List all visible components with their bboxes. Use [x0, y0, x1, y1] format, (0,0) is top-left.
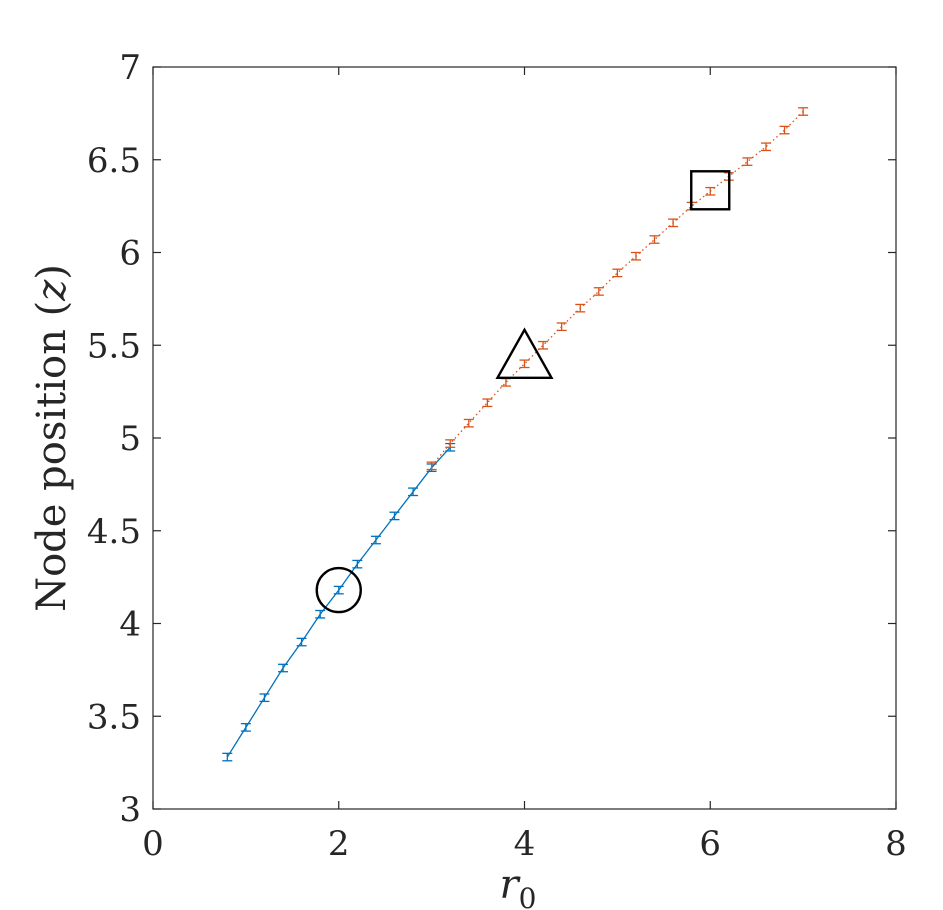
series-1-errorbar [222, 752, 233, 762]
y-axis-label-close: ) [29, 264, 75, 280]
series-2-errorbar [760, 142, 771, 152]
y-axis-label: Node position (z) [29, 264, 75, 612]
y-tick-label: 4.5 [87, 512, 141, 552]
y-tick-label: 7 [119, 48, 141, 88]
y-tick-label: 3.5 [87, 697, 141, 737]
series-2-errorbar [798, 107, 809, 116]
square-marker [690, 170, 731, 211]
series-2-errorbar [612, 268, 623, 278]
series-2-errorbar [426, 461, 437, 471]
y-tick-label: 4 [119, 605, 141, 645]
series-2-errorbar [649, 235, 660, 244]
series-2-errorbar [519, 359, 530, 369]
series-2-errorbar [593, 287, 604, 296]
y-axis-label-var: z [29, 279, 75, 302]
y-tick-label: 3 [119, 790, 141, 830]
marks-layer [222, 107, 809, 762]
x-tick-label: 4 [514, 824, 536, 864]
annotations-layer [315, 170, 731, 614]
series-1-errorbar [259, 693, 270, 703]
x-tick-label: 0 [142, 824, 164, 864]
series-1-errorbar [296, 637, 307, 647]
plot-background [153, 67, 896, 809]
triangle-marker [495, 327, 554, 379]
ticks-layer: 0 2 4 6 8 3 3.5 4 4.5 5 5.5 6 6.5 7 [87, 48, 907, 864]
x-axis-label-var: r [500, 862, 522, 908]
y-tick-label: 6.5 [87, 141, 141, 181]
series-1-errorbar [370, 535, 381, 545]
y-tick-label: 6 [119, 234, 141, 274]
series-1-errorbar [352, 559, 363, 569]
series-1-errorbar [315, 609, 326, 619]
x-tick-label: 6 [699, 824, 721, 864]
series-2-errorbar [779, 125, 790, 135]
series-2-errorbar [742, 157, 753, 166]
series-1-errorbar [278, 663, 289, 673]
x-tick-label: 8 [885, 824, 907, 864]
y-axis-label-main: Node position ( [29, 301, 75, 612]
series-2-errorbar [668, 218, 679, 228]
series-2-errorbar [630, 251, 641, 261]
x-tick-label: 2 [328, 824, 350, 864]
series-2-errorbar [445, 439, 456, 448]
series-1-errorbar [333, 585, 344, 595]
x-axis-label: r0 [500, 862, 537, 910]
y-tick-label: 5.5 [87, 326, 141, 366]
series-2-errorbar [575, 303, 586, 313]
circle-marker [315, 566, 362, 614]
y-tick-label: 5 [119, 419, 141, 459]
series-2-errorbar [482, 398, 493, 408]
series-1-errorbar [389, 511, 400, 521]
series-1-errorbar [408, 487, 419, 497]
series-2-errorbar [556, 322, 567, 332]
series-2-errorbar [463, 418, 474, 428]
series-1-errorbar [240, 723, 251, 732]
series-2-errorbar [538, 340, 549, 350]
x-axis-label-subscript: 0 [519, 882, 537, 910]
series-2-errorbar [705, 186, 716, 196]
